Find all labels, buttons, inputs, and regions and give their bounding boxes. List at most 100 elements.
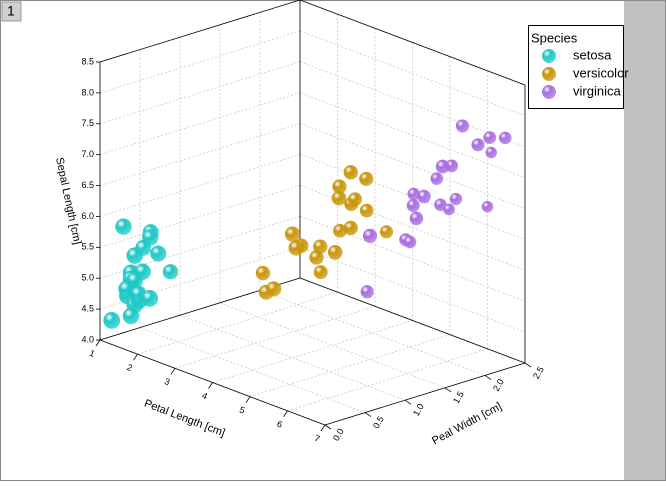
data-point	[409, 211, 424, 226]
side-strip	[624, 1, 665, 480]
grid-line	[249, 334, 451, 398]
data-point	[455, 119, 470, 133]
grid-line	[99, 30, 301, 94]
panel-label: 1	[7, 3, 15, 19]
grid-line	[99, 92, 301, 156]
data-point	[498, 131, 512, 145]
grid-line	[299, 246, 526, 333]
grid-line	[179, 314, 406, 401]
z-tick-label: 7.0	[81, 149, 94, 159]
x-tick	[208, 382, 213, 389]
legend-label: setosa	[573, 47, 612, 62]
data-point	[443, 203, 455, 216]
data-point	[483, 131, 497, 145]
z-tick-label: 5.5	[81, 242, 94, 252]
legend-label: versicolor	[573, 65, 629, 80]
data-point	[142, 229, 159, 246]
panel-tab	[1, 1, 22, 22]
x-tick	[95, 339, 101, 347]
x-tick-label: 3	[163, 376, 171, 387]
legend-marker	[542, 85, 556, 99]
data-point	[417, 189, 431, 204]
data-point	[362, 228, 378, 244]
z-tick-label: 8.0	[81, 87, 94, 97]
data-point	[313, 239, 328, 254]
data-point	[471, 138, 485, 152]
data-point	[360, 285, 374, 299]
x-tick-label: 7	[313, 433, 321, 444]
box-edge	[99, 0, 301, 63]
data-point	[255, 265, 271, 281]
grid-line	[287, 348, 488, 412]
data-point	[343, 165, 358, 180]
data-point	[333, 223, 347, 238]
x-tick-label: 6	[276, 419, 284, 430]
y-tick	[364, 412, 372, 417]
grid-line	[99, 184, 301, 248]
data-point	[150, 245, 167, 262]
data-point	[162, 264, 179, 280]
y-tick	[324, 424, 332, 430]
grid-line	[99, 215, 301, 279]
y-tick	[524, 362, 532, 368]
grid-line	[174, 305, 376, 369]
data-point	[327, 245, 343, 260]
z-tick-label: 7.5	[81, 118, 94, 128]
grid-line	[99, 246, 301, 310]
box-edge	[299, 0, 526, 86]
data-point	[481, 200, 494, 213]
legend-label: virginica	[573, 83, 621, 98]
data-point	[284, 226, 301, 242]
y-tick	[404, 399, 412, 405]
data-point	[348, 192, 362, 207]
x-tick-label: 5	[238, 405, 246, 416]
grid-line	[299, 92, 526, 179]
data-point	[313, 265, 328, 280]
z-tick-label: 6.5	[81, 180, 94, 190]
grid-line	[99, 61, 301, 125]
data-point	[359, 171, 374, 186]
x-tick	[170, 368, 176, 375]
grid-line	[137, 291, 338, 355]
z-tick-label: 5.0	[81, 273, 94, 283]
data-point	[134, 263, 151, 280]
z-tick-label: 6.0	[81, 211, 94, 221]
z-tick-label: 4.5	[81, 303, 94, 313]
grid-line	[299, 123, 526, 209]
data-point	[331, 190, 347, 206]
x-tick-label: 2	[126, 362, 134, 373]
x-tick	[133, 353, 138, 361]
data-point	[288, 240, 304, 256]
x-tick	[320, 424, 326, 432]
data-point	[332, 179, 347, 194]
grid-line	[299, 30, 526, 117]
grid-line	[212, 320, 413, 383]
data-point	[403, 235, 417, 249]
x-tick	[245, 396, 251, 403]
grid-line	[219, 302, 446, 389]
data-point	[406, 198, 420, 213]
data-point	[266, 281, 282, 297]
data-point	[343, 220, 358, 236]
data-point	[359, 203, 374, 218]
data-point	[435, 159, 450, 174]
y-tick	[444, 387, 452, 393]
data-point	[379, 225, 394, 239]
grid-line	[139, 327, 366, 413]
data-point	[449, 192, 463, 206]
z-tick-label: 8.5	[81, 56, 94, 66]
data-point	[115, 218, 132, 235]
x-tick-label: 4	[201, 390, 209, 401]
grid-line	[259, 290, 486, 376]
data-point	[485, 146, 498, 159]
data-point	[103, 312, 121, 329]
box-edge	[324, 362, 526, 426]
z-tick-label: 4.0	[81, 334, 94, 344]
data-point	[430, 172, 444, 185]
box-edge	[299, 277, 526, 364]
data-point	[407, 187, 421, 201]
legend-marker	[542, 49, 556, 63]
legend-title: Species	[531, 30, 578, 45]
